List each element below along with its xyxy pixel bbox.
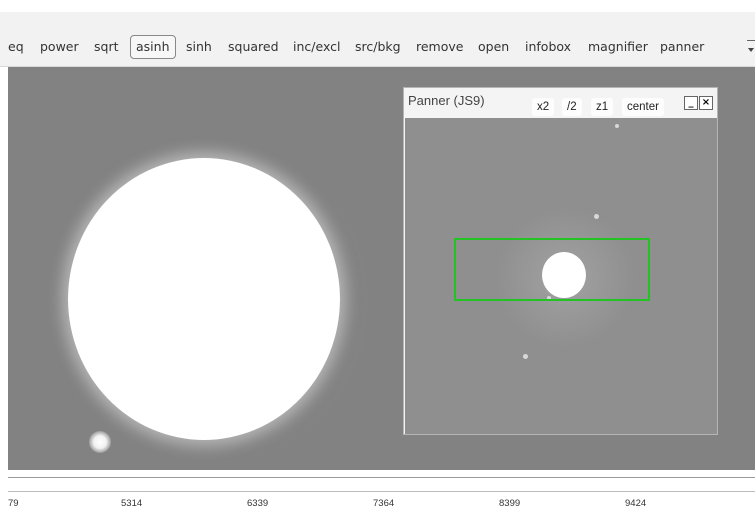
menu-item-sinh[interactable]: sinh xyxy=(186,39,212,54)
panner-canvas[interactable] xyxy=(405,118,717,434)
panner-view-rectangle[interactable] xyxy=(454,238,650,301)
axis-tick-label: 7364 xyxy=(373,498,395,509)
menu-item-inc-excl[interactable]: inc/excl xyxy=(293,39,341,54)
menu-item-magnifier[interactable]: magnifier xyxy=(588,39,648,54)
zoom-out-button[interactable]: /2 xyxy=(562,98,582,116)
close-icon[interactable]: × xyxy=(699,96,713,110)
panner-title: Panner (JS9) xyxy=(408,93,485,108)
center-button[interactable]: center xyxy=(622,98,664,116)
menu-item-open[interactable]: open xyxy=(478,39,510,54)
bright-source xyxy=(68,158,340,440)
panner-star xyxy=(547,296,551,300)
axis-baseline xyxy=(8,491,755,492)
menu-item-sqrt[interactable]: sqrt xyxy=(94,39,119,54)
panner-bright-source xyxy=(542,252,586,298)
menu-item-power[interactable]: power xyxy=(40,39,79,54)
menu-item-src-bkg[interactable]: src/bkg xyxy=(355,39,401,54)
scale-menu-bar: eq power sqrt asinh sinh squared inc/exc… xyxy=(0,12,755,67)
axis-tick-label: 6339 xyxy=(247,498,269,509)
menu-item-squared[interactable]: squared xyxy=(228,39,279,54)
axis-tick-label: 8399 xyxy=(499,498,521,509)
menu-item-asinh[interactable]: asinh xyxy=(130,35,176,59)
minimize-icon[interactable]: _ xyxy=(684,96,698,110)
menu-item-panner[interactable]: panner xyxy=(660,39,705,54)
panner-star xyxy=(523,354,528,359)
axis-line xyxy=(8,477,755,478)
menu-item-eq[interactable]: eq xyxy=(8,39,24,54)
top-strip xyxy=(0,0,755,12)
faint-source xyxy=(89,431,111,453)
panner-window: Panner (JS9) x2 /2 z1 center _ × xyxy=(403,87,718,435)
panner-star xyxy=(615,124,619,128)
panner-star xyxy=(594,214,599,219)
axis-tick-label: 79 xyxy=(8,498,19,509)
menu-item-remove[interactable]: remove xyxy=(416,39,464,54)
axis-tick-label: 5314 xyxy=(121,498,143,509)
menu-scroll-down-icon[interactable] xyxy=(747,48,755,54)
menu-scroll-up-icon[interactable] xyxy=(747,40,755,47)
axis-tick-label: 9424 xyxy=(625,498,647,509)
zoom-1-button[interactable]: z1 xyxy=(591,98,614,116)
menu-item-infobox[interactable]: infobox xyxy=(525,39,572,54)
zoom-in-button[interactable]: x2 xyxy=(532,98,555,116)
